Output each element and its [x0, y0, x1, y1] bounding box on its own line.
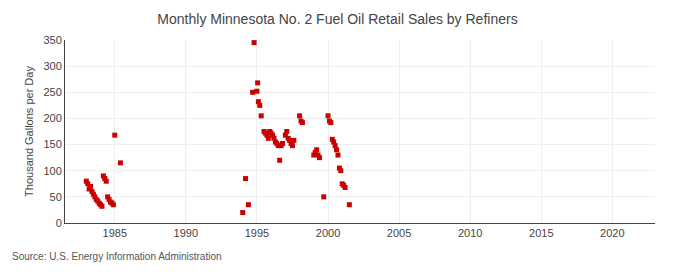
- svg-text:Monthly Minnesota No. 2 Fuel O: Monthly Minnesota No. 2 Fuel Oil Retail …: [157, 11, 517, 27]
- svg-text:2005: 2005: [387, 227, 411, 239]
- svg-text:2015: 2015: [529, 227, 553, 239]
- svg-text:0: 0: [56, 217, 62, 229]
- svg-text:250: 250: [43, 86, 61, 98]
- svg-text:50: 50: [50, 191, 62, 203]
- svg-text:2000: 2000: [316, 227, 340, 239]
- svg-text:300: 300: [43, 60, 61, 72]
- svg-text:Source: U.S. Energy Informatio: Source: U.S. Energy Information Administ…: [12, 251, 222, 262]
- svg-text:1995: 1995: [245, 227, 269, 239]
- svg-text:350: 350: [43, 34, 61, 46]
- svg-text:1985: 1985: [103, 227, 127, 239]
- svg-text:2010: 2010: [458, 227, 482, 239]
- svg-text:1990: 1990: [174, 227, 198, 239]
- svg-text:2020: 2020: [600, 227, 624, 239]
- svg-text:200: 200: [43, 112, 61, 124]
- svg-text:100: 100: [43, 165, 61, 177]
- svg-text:150: 150: [43, 138, 61, 150]
- svg-text:Thousand Gallons per Day: Thousand Gallons per Day: [23, 66, 35, 197]
